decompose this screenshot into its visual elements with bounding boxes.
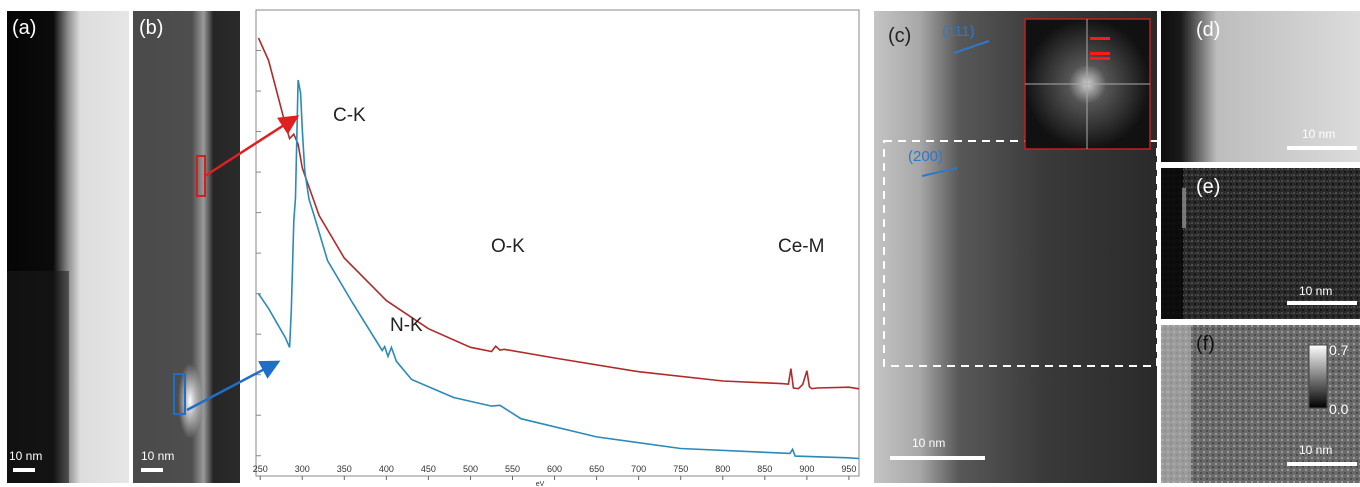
- x-tick-label: 550: [505, 464, 520, 474]
- panel-d-scalebar: [1287, 146, 1357, 150]
- panel-d-label: (d): [1196, 19, 1221, 41]
- x-tick-label: 650: [589, 464, 604, 474]
- x-tick-label: 800: [715, 464, 730, 474]
- panel-c-scalebar: [890, 456, 985, 460]
- panel-c-micrograph: [874, 11, 1157, 483]
- panel-f-label: (f): [1196, 333, 1215, 355]
- x-tick-label: 300: [295, 464, 310, 474]
- x-tick-label: 350: [337, 464, 352, 474]
- panel-e-micrograph: [1161, 168, 1360, 319]
- panel-a-image: (a) 10 nm: [7, 11, 129, 483]
- plane-111-line: [953, 40, 990, 54]
- panel-d-micrograph: [1161, 11, 1360, 162]
- x-tick-label: 950: [841, 464, 856, 474]
- panel-a-label: (a): [12, 17, 37, 39]
- panel-c-scalebar-text: 10 nm: [912, 436, 946, 450]
- x-tick-label: 500: [463, 464, 478, 474]
- fft-spot-marker: [1090, 57, 1110, 60]
- annotation-o-k: O-K: [491, 236, 525, 257]
- plane-111-label: (111): [942, 23, 975, 40]
- blue-spectrum-line: [257, 79, 860, 460]
- panel-f-scalebar-text: 10 nm: [1299, 443, 1333, 457]
- panel-e-scalebar: [1287, 301, 1357, 305]
- x-tick-label: 250: [253, 464, 268, 474]
- annotation-c-k: C-K: [333, 105, 366, 126]
- panel-f-image: (f) 0.7 0.0 10 nm: [1161, 325, 1360, 483]
- panel-b-label: (b): [139, 17, 164, 39]
- x-tick-label: 750: [673, 464, 688, 474]
- panel-d-scalebar-text: 10 nm: [1302, 127, 1336, 141]
- colorbar-min-label: 0.0: [1329, 401, 1349, 417]
- x-axis-label: eV: [536, 481, 545, 487]
- panel-d-image: (d) 10 nm: [1161, 11, 1360, 162]
- x-tick-label: 900: [799, 464, 814, 474]
- x-tick-label: 850: [757, 464, 772, 474]
- panel-a-scalebar-text: 10 nm: [9, 449, 43, 463]
- panel-a-scalebar: [13, 468, 35, 472]
- annotation-ce-m: Ce-M: [778, 236, 825, 257]
- x-tick-label: 700: [631, 464, 646, 474]
- panel-a-micrograph: [7, 11, 129, 483]
- panel-f-micrograph: [1161, 325, 1360, 483]
- fft-spot-marker: [1090, 37, 1110, 40]
- colorbar-max-label: 0.7: [1329, 342, 1349, 358]
- eels-spectrum-chart: 250 300 350 400 450 500 550 600 650 700 750 800 850 9…: [253, 9, 860, 487]
- x-tick-label: 450: [421, 464, 436, 474]
- panel-b-scalebar-text: 10 nm: [141, 449, 175, 463]
- colorbar: [1308, 344, 1328, 409]
- fft-spot-marker: [1090, 52, 1110, 55]
- dashed-region-box: [883, 140, 1157, 367]
- panel-c-image: (c) (111) (200) 10 nm: [874, 11, 1157, 483]
- panel-b-micrograph: [133, 11, 240, 483]
- plane-200-label: (200): [908, 148, 944, 165]
- panel-e-image: (e) 10 nm: [1161, 168, 1360, 319]
- plane-200-line: [921, 167, 958, 177]
- blue-roi-box: [173, 373, 186, 415]
- panel-e-scalebar-text: 10 nm: [1299, 284, 1333, 298]
- panel-b-image: (b) 10 nm: [133, 11, 240, 483]
- annotation-n-k: N-K: [390, 315, 423, 336]
- x-tick-label: 400: [379, 464, 394, 474]
- panel-e-label: (e): [1196, 176, 1221, 198]
- x-tick-label: 600: [547, 464, 562, 474]
- panel-c-label: (c): [888, 25, 912, 47]
- panel-b-scalebar: [141, 468, 163, 472]
- panel-f-scalebar: [1287, 462, 1357, 466]
